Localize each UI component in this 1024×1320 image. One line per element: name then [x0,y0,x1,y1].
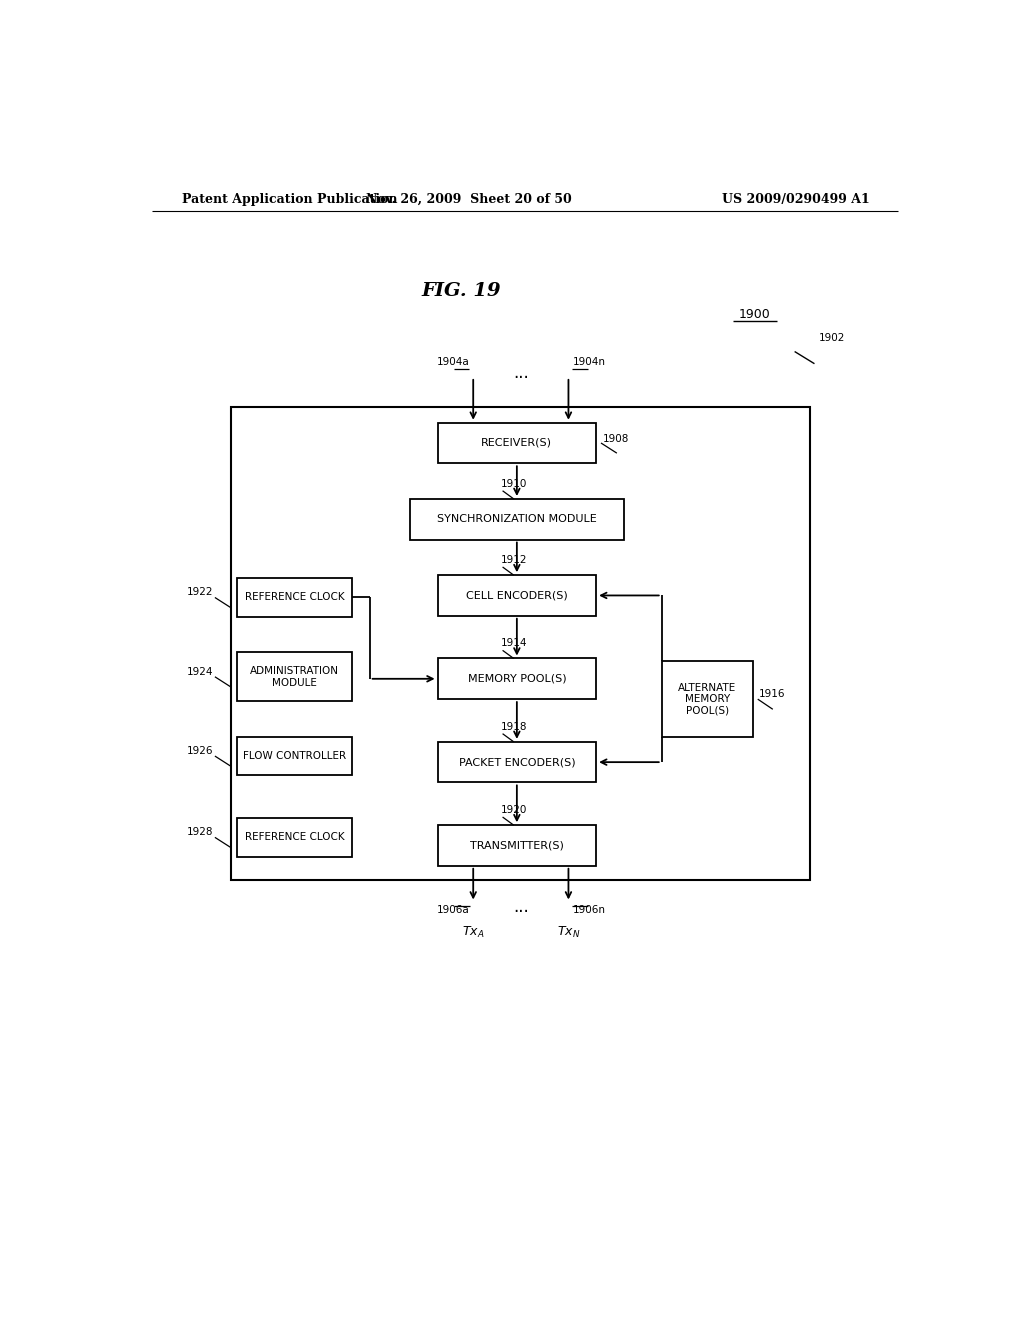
Bar [238,737,352,775]
Bar [662,661,753,738]
Text: 1918: 1918 [501,722,527,731]
Text: Nov. 26, 2009  Sheet 20 of 50: Nov. 26, 2009 Sheet 20 of 50 [367,193,572,206]
Text: 1920: 1920 [501,805,527,814]
Text: REFERENCE CLOCK: REFERENCE CLOCK [245,593,344,602]
Bar [437,422,596,463]
Bar [437,742,596,783]
Text: 1910: 1910 [501,479,527,488]
Text: ADMINISTRATION
MODULE: ADMINISTRATION MODULE [250,667,339,688]
Text: 1922: 1922 [186,587,213,598]
Text: Tx$_A$: Tx$_A$ [462,925,484,940]
Text: RECEIVER(S): RECEIVER(S) [481,438,552,447]
Text: SYNCHRONIZATION MODULE: SYNCHRONIZATION MODULE [437,515,597,524]
Text: FLOW CONTROLLER: FLOW CONTROLLER [243,751,346,762]
Text: 1912: 1912 [501,554,527,565]
Text: 1928: 1928 [186,828,213,837]
Text: 1906n: 1906n [572,906,605,916]
Text: TRANSMITTER(S): TRANSMITTER(S) [470,841,564,850]
Text: REFERENCE CLOCK: REFERENCE CLOCK [245,833,344,842]
Bar [437,576,596,616]
Bar [238,578,352,616]
Text: ALTERNATE
MEMORY
POOL(S): ALTERNATE MEMORY POOL(S) [678,682,736,715]
Text: 1926: 1926 [186,746,213,756]
Text: ...: ... [513,899,528,916]
Text: PACKET ENCODER(S): PACKET ENCODER(S) [459,758,575,767]
Text: Tx$_N$: Tx$_N$ [557,925,581,940]
Text: 1904a: 1904a [436,356,469,367]
Text: 1914: 1914 [501,639,527,648]
Text: FIG. 19: FIG. 19 [422,281,501,300]
Bar [410,499,624,540]
Text: 1902: 1902 [818,334,845,343]
Text: 1916: 1916 [760,689,785,700]
Text: 1908: 1908 [602,434,629,444]
Bar [437,825,596,866]
Text: 1904n: 1904n [572,356,605,367]
Bar [437,659,596,700]
Text: 1924: 1924 [186,667,213,677]
Text: CELL ENCODER(S): CELL ENCODER(S) [466,590,567,601]
Text: 1900: 1900 [739,308,771,321]
Text: MEMORY POOL(S): MEMORY POOL(S) [468,673,566,684]
Text: 1906a: 1906a [436,906,469,916]
Bar [238,818,352,857]
Bar [238,652,352,701]
Text: Patent Application Publication: Patent Application Publication [182,193,397,206]
Text: US 2009/0290499 A1: US 2009/0290499 A1 [722,193,870,206]
Text: ...: ... [513,364,528,381]
Bar [231,408,811,880]
